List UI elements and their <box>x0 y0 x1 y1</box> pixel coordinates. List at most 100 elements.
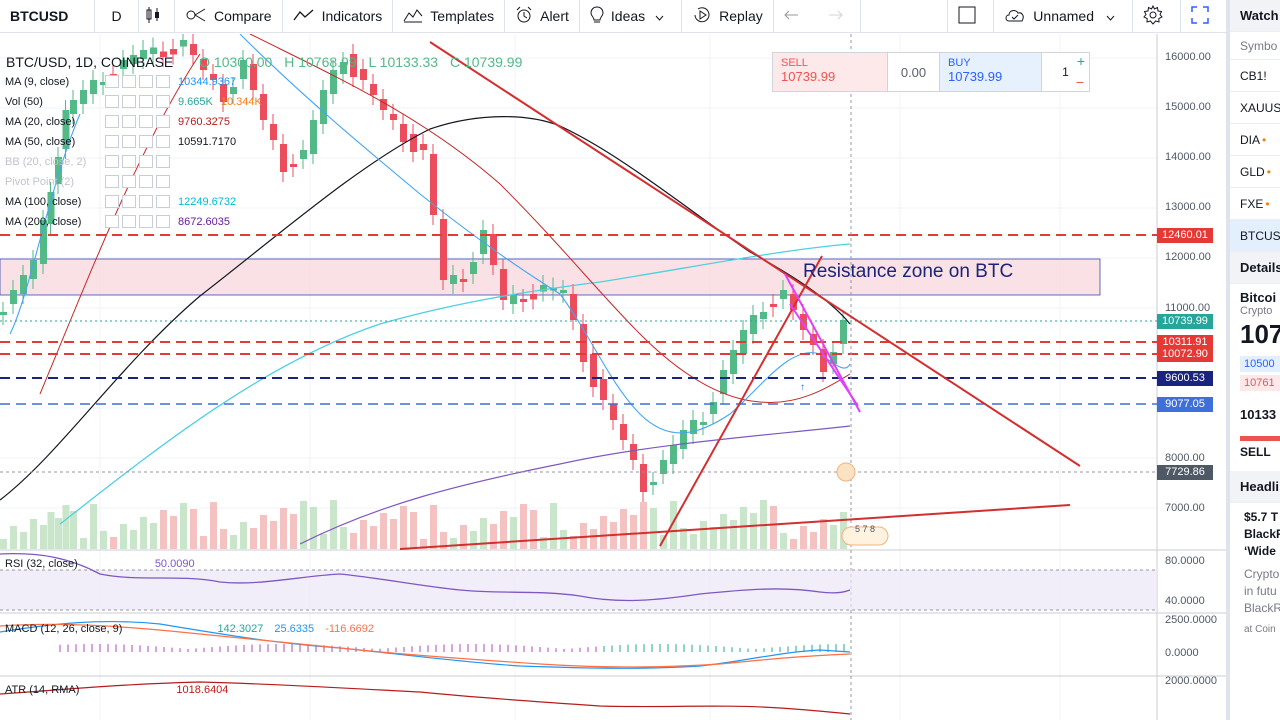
eye-icon[interactable] <box>105 195 119 208</box>
more-icon[interactable] <box>156 195 170 208</box>
redo-button[interactable] <box>817 0 861 33</box>
ideas-button[interactable]: Ideas <box>580 0 683 33</box>
detail-sell-button[interactable]: SELL <box>1240 445 1271 459</box>
indicator-controls[interactable] <box>105 155 170 168</box>
headlines-header[interactable]: Headli <box>1230 471 1280 503</box>
watchlist-item[interactable]: FXE • <box>1230 188 1280 220</box>
settings-icon[interactable] <box>122 175 136 188</box>
settings-icon[interactable] <box>122 75 136 88</box>
more-icon[interactable] <box>156 155 170 168</box>
watchlist-header[interactable]: Watch <box>1230 0 1280 32</box>
symbol-search-button[interactable]: BTCUSD <box>0 0 95 33</box>
alert-button[interactable]: Alert <box>505 0 580 33</box>
chart-legend-title[interactable]: BTC/USD, 1D, COINBASE O 10300.00 H 10768… <box>6 54 522 70</box>
indicator-controls[interactable] <box>105 175 170 188</box>
settings-icon[interactable] <box>122 135 136 148</box>
settings-icon[interactable] <box>122 215 136 228</box>
chart-style-button[interactable] <box>139 0 175 33</box>
close-icon[interactable] <box>139 215 153 228</box>
buy-button[interactable]: BUY 10739.99 <box>939 53 1041 91</box>
buy-label: BUY <box>948 57 971 69</box>
templates-button[interactable]: Templates <box>393 0 506 33</box>
eye-icon[interactable] <box>105 215 119 228</box>
ohlc-low: L 10133.33 <box>368 54 439 70</box>
earnings-marker-icon[interactable]: 5 7 8 <box>841 524 889 546</box>
indicator-legend-row[interactable]: BB (20, close, 2) <box>5 155 178 168</box>
descending-trendline[interactable] <box>429 41 1081 467</box>
more-icon[interactable] <box>156 115 170 128</box>
macd-label: MACD (12, 26, close, 9) <box>5 623 123 635</box>
plus-icon[interactable]: + <box>1076 53 1085 69</box>
settings-button[interactable] <box>1133 0 1181 33</box>
close-icon[interactable] <box>139 135 153 148</box>
details-header[interactable]: Details <box>1230 252 1280 284</box>
chart-area[interactable]: 5 7 8 ↑ BTC/USD, 1D, COINBASE O 10300.00… <box>0 34 1226 720</box>
settings-icon[interactable] <box>122 95 136 108</box>
minus-icon[interactable]: − <box>1075 74 1084 90</box>
templates-icon <box>403 7 430 26</box>
watchlist-item[interactable]: CB1! <box>1230 60 1280 92</box>
indicator-legend-row[interactable]: MA (50, close) 10591.7170 <box>5 135 244 148</box>
indicator-legend-row[interactable]: Vol (50) 9.665K 10.344K <box>5 95 270 108</box>
compare-button[interactable]: Compare <box>175 0 283 33</box>
volume-bar <box>530 510 537 549</box>
eye-icon[interactable] <box>105 155 119 168</box>
more-icon[interactable] <box>156 135 170 148</box>
settings-icon[interactable] <box>122 115 136 128</box>
eye-icon[interactable] <box>105 175 119 188</box>
quantity-stepper[interactable]: 1 + − <box>1041 53 1089 91</box>
close-icon[interactable] <box>139 75 153 88</box>
headlines-list[interactable]: $5.7 T BlackR ‘Wide Crypto in futu Black… <box>1230 503 1280 638</box>
candle <box>520 299 527 302</box>
fullscreen-button[interactable] <box>1181 0 1226 33</box>
indicator-legend-row[interactable]: MA (20, close) 9760.3275 <box>5 115 238 128</box>
indicator-legend-row[interactable]: MA (9, close) 10344.9367 <box>5 75 244 88</box>
watchlist-item[interactable]: DIA • <box>1230 124 1280 156</box>
indicator-controls[interactable] <box>105 75 170 88</box>
atr-legend[interactable]: ATR (14, RMA) 1018.6404 <box>5 684 228 696</box>
close-icon[interactable] <box>139 115 153 128</box>
indicator-controls[interactable] <box>105 215 170 228</box>
fullscreen-layout-button[interactable] <box>947 0 995 33</box>
more-icon[interactable] <box>156 75 170 88</box>
settings-icon[interactable] <box>122 195 136 208</box>
close-icon[interactable] <box>139 195 153 208</box>
more-icon[interactable] <box>156 215 170 228</box>
indicators-button[interactable]: Indicators <box>283 0 394 33</box>
volume-bar <box>330 500 337 549</box>
undo-button[interactable] <box>774 0 817 33</box>
price-chart-canvas[interactable]: 5 7 8 ↑ <box>0 34 1226 720</box>
interval-button[interactable]: D <box>95 0 139 33</box>
eye-icon[interactable] <box>105 75 119 88</box>
indicator-controls[interactable] <box>105 195 170 208</box>
indicator-legend-row[interactable]: MA (200, close) 8672.6035 <box>5 215 238 228</box>
settings-icon[interactable] <box>122 155 136 168</box>
indicator-legend-row[interactable]: Pivot Point (2) <box>5 175 178 188</box>
close-icon[interactable] <box>139 155 153 168</box>
indicator-controls[interactable] <box>105 95 170 108</box>
watchlist-item[interactable]: BTCUS <box>1230 220 1280 252</box>
eye-icon[interactable] <box>105 95 119 108</box>
layout-menu-button[interactable]: Unnamed <box>994 0 1133 33</box>
close-icon[interactable] <box>139 175 153 188</box>
ascending-trendline[interactable] <box>659 255 823 547</box>
watchlist-item[interactable]: GLD • <box>1230 156 1280 188</box>
macd-legend[interactable]: MACD (12, 26, close, 9) 142.3027 25.6335… <box>5 623 374 635</box>
close-icon[interactable] <box>139 95 153 108</box>
indicator-controls[interactable] <box>105 115 170 128</box>
replay-button[interactable]: Replay <box>682 0 774 33</box>
eye-icon[interactable] <box>105 115 119 128</box>
rsi-legend[interactable]: RSI (32, close) 50.0090 <box>5 558 195 570</box>
volume-bar <box>190 509 197 549</box>
sell-button[interactable]: SELL 10739.99 <box>773 53 888 91</box>
more-icon[interactable] <box>156 175 170 188</box>
support-trendline[interactable] <box>399 504 1071 550</box>
resistance-annotation[interactable]: Resistance zone on BTC <box>803 261 1014 282</box>
wedge-lower-line[interactable] <box>789 303 859 407</box>
indicator-value: 10.344K <box>220 95 262 108</box>
indicator-legend-row[interactable]: MA (100, close) 12249.6732 <box>5 195 244 208</box>
eye-icon[interactable] <box>105 135 119 148</box>
more-icon[interactable] <box>156 95 170 108</box>
indicator-controls[interactable] <box>105 135 170 148</box>
watchlist-item[interactable]: XAUUS <box>1230 92 1280 124</box>
